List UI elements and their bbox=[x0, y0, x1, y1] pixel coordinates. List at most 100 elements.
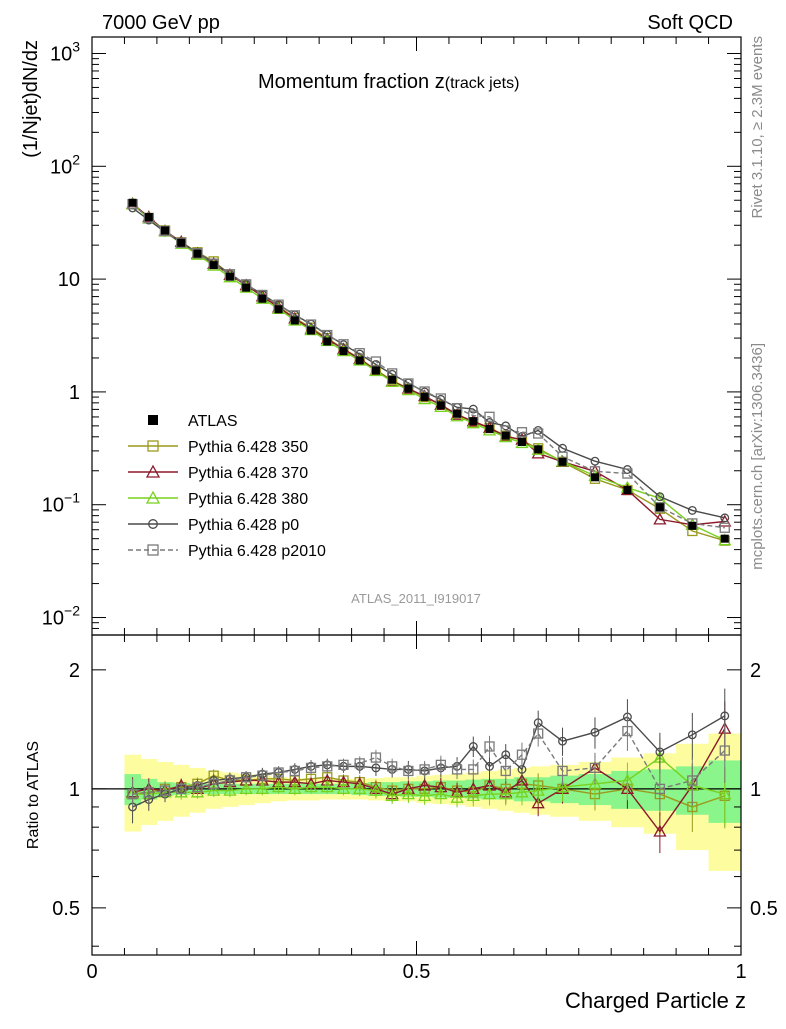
marker-circle bbox=[590, 456, 600, 466]
marker-filled bbox=[355, 356, 364, 365]
marker-filled bbox=[339, 347, 348, 356]
marker-square bbox=[516, 749, 528, 760]
y-tick-label-base: 1 bbox=[69, 382, 80, 404]
marker-filled bbox=[274, 305, 283, 314]
marker-filled bbox=[558, 457, 567, 466]
marker-square bbox=[387, 761, 398, 772]
marker-filled bbox=[485, 424, 494, 433]
marker-triangle bbox=[434, 787, 448, 800]
marker-triangle bbox=[531, 796, 545, 809]
marker-triangle bbox=[145, 490, 161, 504]
marker-square bbox=[322, 761, 333, 772]
marker-square bbox=[192, 782, 203, 793]
marker-square bbox=[654, 502, 666, 513]
ratio-y-tick-label-right: 0.5 bbox=[750, 898, 778, 920]
marker-square bbox=[622, 725, 633, 737]
y-tick-label-base: 10 bbox=[50, 43, 72, 65]
legend-label: Pythia 6.428 350 bbox=[188, 439, 308, 456]
marker-square bbox=[127, 788, 138, 800]
marker-filled bbox=[469, 417, 478, 426]
marker-triangle bbox=[515, 785, 529, 798]
marker-square bbox=[176, 783, 187, 795]
marker-triangle bbox=[588, 776, 602, 789]
marker-filled bbox=[323, 337, 332, 346]
ratio-y-tick-label: 2 bbox=[69, 660, 80, 682]
marker-triangle bbox=[401, 787, 415, 800]
marker-circle bbox=[687, 505, 697, 515]
marker-square bbox=[622, 468, 633, 479]
marker-circle bbox=[687, 730, 697, 740]
marker-filled bbox=[590, 473, 599, 482]
ratio-y-tick-label-right: 2 bbox=[750, 660, 761, 682]
marker-filled bbox=[688, 521, 697, 530]
marker-filled bbox=[307, 326, 316, 335]
marker-filled bbox=[144, 213, 153, 222]
marker-square bbox=[500, 765, 511, 777]
ratio-plot: 0 0.5 1 0.5 0.5 1 1 2 2 bbox=[52, 634, 778, 983]
marker-triangle bbox=[304, 780, 318, 793]
marker-square bbox=[147, 440, 159, 452]
marker-square bbox=[719, 522, 730, 533]
header-left: 7000 GeV pp bbox=[102, 12, 220, 34]
marker-triangle bbox=[555, 780, 570, 793]
marker-filled bbox=[258, 294, 267, 303]
marker-circle bbox=[558, 736, 567, 746]
marker-square bbox=[654, 783, 666, 795]
legend: ATLAS Pythia 6.428 350 Pythia 6.428 370 Pyt… bbox=[128, 413, 326, 560]
marker-triangle bbox=[288, 782, 302, 795]
marker-filled bbox=[148, 415, 158, 425]
side-site-label: mcplots.cern.ch [arXiv:1306.3436] bbox=[749, 343, 766, 570]
marker-square bbox=[159, 785, 171, 796]
x-tick-label: 0.5 bbox=[403, 961, 431, 983]
marker-circle bbox=[590, 727, 600, 737]
marker-triangle bbox=[255, 782, 269, 795]
marker-filled bbox=[453, 409, 462, 418]
marker-square bbox=[468, 764, 479, 775]
legend-label-data: ATLAS bbox=[188, 413, 238, 430]
marker-square bbox=[354, 758, 365, 769]
ratio-frame bbox=[91, 634, 742, 956]
marker-circle bbox=[720, 513, 730, 523]
marker-square bbox=[589, 762, 601, 774]
marker-square bbox=[273, 767, 284, 778]
marker-square bbox=[533, 728, 544, 739]
marker-filled bbox=[193, 249, 202, 258]
marker-filled bbox=[655, 503, 664, 512]
marker-circle bbox=[720, 711, 730, 721]
marker-square bbox=[533, 428, 544, 439]
marker-square bbox=[516, 427, 528, 438]
y-tick-label-exponent: 2 bbox=[72, 151, 80, 167]
y-axis-label: (1/Njet)dN/dz bbox=[20, 40, 42, 158]
marker-triangle bbox=[353, 782, 367, 795]
marker-square bbox=[257, 770, 268, 781]
marker-filled bbox=[517, 437, 526, 446]
marker-square bbox=[484, 741, 495, 752]
marker-square bbox=[305, 762, 317, 774]
marker-square bbox=[435, 759, 446, 771]
y-tick-label: 10−1 bbox=[42, 490, 80, 517]
marker-triangle bbox=[450, 790, 464, 803]
legend-label: Pythia 6.428 p2010 bbox=[188, 543, 326, 560]
marker-square bbox=[687, 775, 698, 786]
marker-triangle bbox=[482, 787, 497, 800]
marker-filled bbox=[209, 261, 218, 270]
header-right: Soft QCD bbox=[647, 12, 733, 34]
ratio-y-axis-label: Ratio to ATLAS bbox=[25, 741, 42, 849]
marker-triangle bbox=[239, 782, 253, 795]
marker-filled bbox=[225, 272, 234, 281]
marker-filled bbox=[623, 486, 632, 495]
marker-triangle bbox=[653, 824, 667, 837]
x-tick-label: 0 bbox=[86, 961, 97, 983]
marker-filled bbox=[161, 226, 170, 235]
marker-triangle bbox=[145, 464, 161, 478]
marker-square bbox=[370, 356, 382, 367]
marker-circle bbox=[655, 747, 665, 757]
side-rivet-label: Rivet 3.1.10, ≥ 2.3M events bbox=[749, 36, 766, 219]
analysis-tag: ATLAS_2011_I919017 bbox=[351, 591, 481, 606]
marker-filled bbox=[128, 198, 137, 207]
y-tick-label: 102 bbox=[50, 151, 80, 178]
ratio-series-line bbox=[132, 729, 726, 795]
marker-triangle bbox=[620, 773, 635, 786]
marker-filled bbox=[501, 431, 510, 440]
